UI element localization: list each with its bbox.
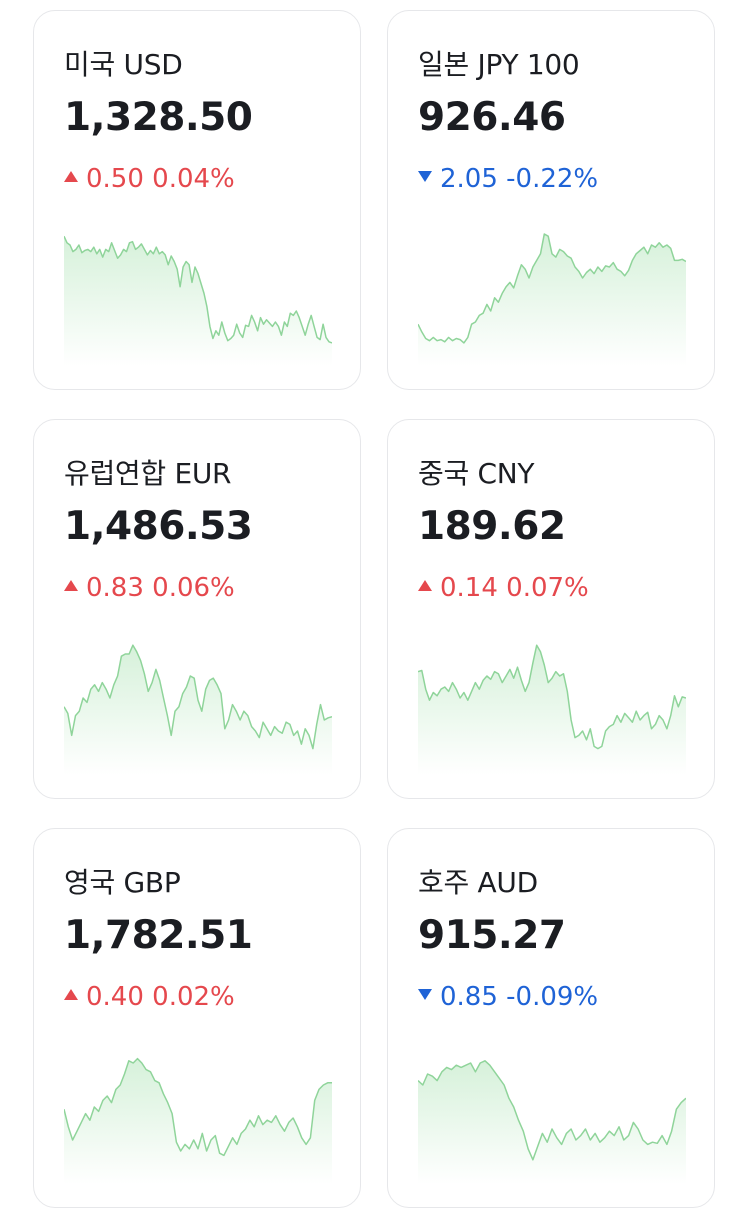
- sparkline-line: [418, 644, 686, 750]
- rate-change: 0.14 0.07%: [418, 573, 589, 603]
- rate-card-eur[interactable]: 유럽연합 EUR 1,486.53 0.83 0.06%: [33, 419, 361, 799]
- change-percent: -0.09%: [506, 982, 599, 1012]
- exchange-rate: 1,486.53: [64, 504, 253, 549]
- change-amount: 2.05: [440, 164, 498, 194]
- currency-name: 유럽연합 EUR: [64, 457, 232, 490]
- rate-card-jpy[interactable]: 일본 JPY 100 926.46 2.05 -0.22%: [387, 10, 715, 390]
- sparkline-chart: [418, 1060, 686, 1184]
- rate-change: 0.85 -0.09%: [418, 982, 598, 1012]
- sparkline-line: [64, 1057, 332, 1157]
- currency-name: 일본 JPY 100: [418, 48, 580, 81]
- change-amount: 0.40: [86, 982, 144, 1012]
- sparkline-chart: [64, 1057, 332, 1184]
- sparkline-chart: [418, 233, 686, 366]
- change-amount: 0.50: [86, 164, 144, 194]
- rate-change: 0.50 0.04%: [64, 164, 235, 194]
- change-amount: 0.85: [440, 982, 498, 1012]
- sparkline-line: [418, 1060, 686, 1161]
- exchange-rate: 1,328.50: [64, 95, 253, 140]
- sparkline-line: [64, 644, 332, 750]
- change-percent: 0.07%: [506, 573, 589, 603]
- change-percent: 0.02%: [152, 982, 235, 1012]
- currency-name: 중국 CNY: [418, 457, 535, 490]
- sparkline-area: [418, 234, 686, 366]
- currency-name: 미국 USD: [64, 48, 183, 81]
- rate-card-aud[interactable]: 호주 AUD 915.27 0.85 -0.09%: [387, 828, 715, 1208]
- sparkline-chart: [64, 644, 332, 775]
- rate-card-gbp[interactable]: 영국 GBP 1,782.51 0.40 0.02%: [33, 828, 361, 1208]
- rate-change: 0.83 0.06%: [64, 573, 235, 603]
- exchange-rate: 1,782.51: [64, 913, 253, 958]
- change-amount: 0.83: [86, 573, 144, 603]
- exchange-rate: 915.27: [418, 913, 566, 958]
- currency-name: 호주 AUD: [418, 866, 538, 899]
- sparkline-area: [418, 645, 686, 775]
- sparkline-area: [64, 1058, 332, 1184]
- currency-name: 영국 GBP: [64, 866, 181, 899]
- triangle-down-icon: [418, 171, 432, 182]
- sparkline-area: [64, 645, 332, 775]
- triangle-up-icon: [418, 580, 432, 591]
- sparkline-area: [418, 1060, 686, 1184]
- change-percent: 0.06%: [152, 573, 235, 603]
- triangle-up-icon: [64, 580, 78, 591]
- change-percent: 0.04%: [152, 164, 235, 194]
- triangle-down-icon: [418, 989, 432, 1000]
- exchange-rate: 926.46: [418, 95, 566, 140]
- exchange-rate: 189.62: [418, 504, 566, 549]
- sparkline-line: [64, 235, 332, 344]
- triangle-up-icon: [64, 989, 78, 1000]
- sparkline-chart: [418, 644, 686, 775]
- rate-card-usd[interactable]: 미국 USD 1,328.50 0.50 0.04%: [33, 10, 361, 390]
- rate-card-cny[interactable]: 중국 CNY 189.62 0.14 0.07%: [387, 419, 715, 799]
- rate-change: 0.40 0.02%: [64, 982, 235, 1012]
- triangle-up-icon: [64, 171, 78, 182]
- change-amount: 0.14: [440, 573, 498, 603]
- sparkline-area: [64, 236, 332, 366]
- sparkline-line: [418, 233, 686, 344]
- sparkline-chart: [64, 235, 332, 366]
- change-percent: -0.22%: [506, 164, 599, 194]
- rate-change: 2.05 -0.22%: [418, 164, 598, 194]
